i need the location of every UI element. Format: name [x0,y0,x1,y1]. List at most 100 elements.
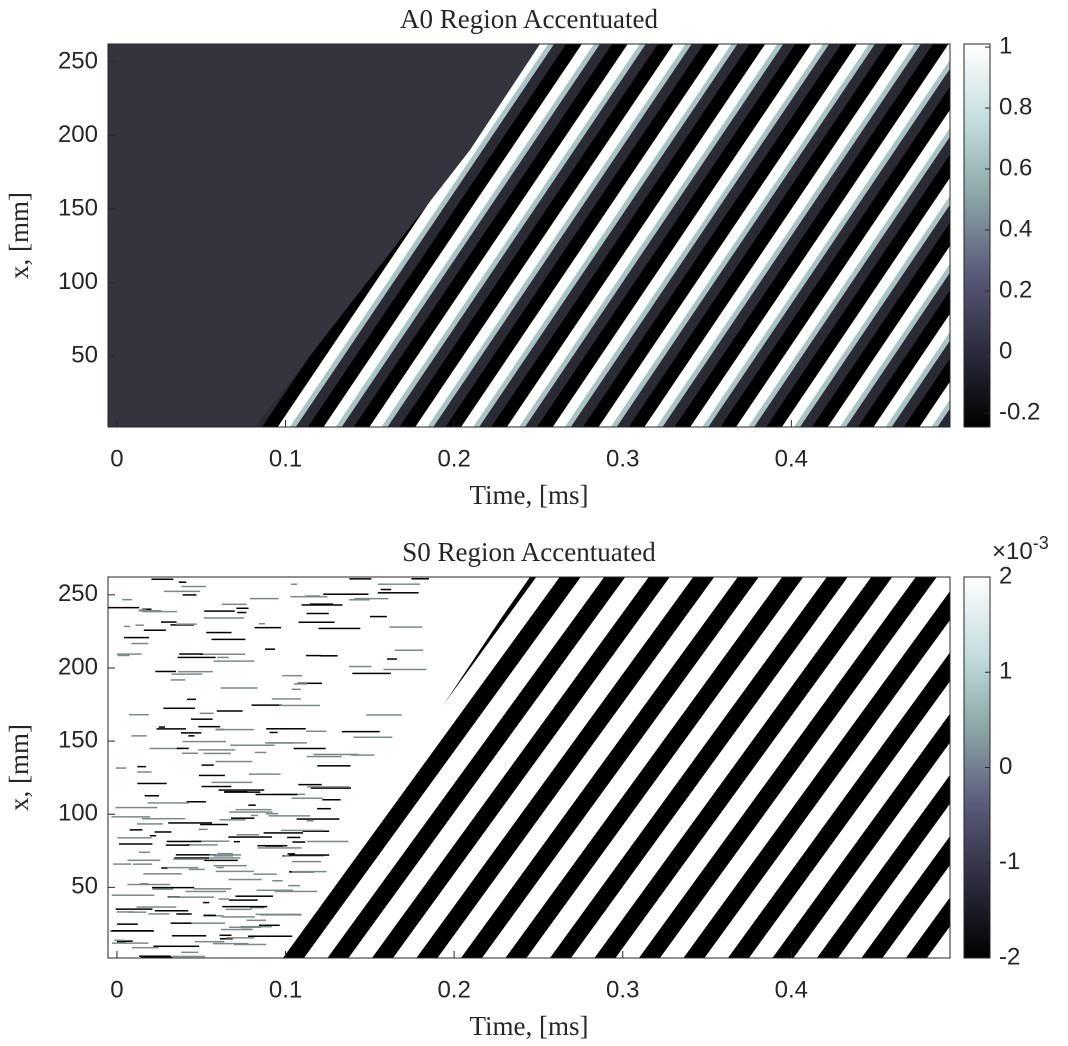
heatmap-noise [268,815,310,817]
heatmap-noise [119,843,153,845]
heatmap-noise [111,942,149,944]
heatmap-noise [122,598,132,601]
heatmap-noise [188,868,205,871]
heatmap-noise [235,895,273,897]
heatmap-noise [141,817,186,820]
y-tick-label: 150 [58,726,98,753]
heatmap-noise [257,847,302,849]
heatmap-noise [131,735,147,737]
heatmap-noise [158,726,166,728]
heatmap-noise [313,753,359,756]
heatmap-noise [152,886,195,889]
heatmap-noise [191,718,213,720]
heatmap-noise [287,853,295,855]
heatmap-noise [115,806,158,809]
heatmap-noise [131,642,149,645]
heatmap-noise [191,840,230,842]
heatmap-noise [217,852,233,855]
heatmap-noise [108,606,140,609]
heatmap-noise [119,940,133,942]
x-tick-label: 0 [110,976,123,1003]
heatmap-noise [168,822,213,824]
plot-frame [107,43,951,428]
heatmap-noise [291,583,298,586]
heatmap-noise [377,592,419,594]
heatmap-noise [188,735,195,737]
heatmap-noise [127,859,161,862]
y-tick-label: 100 [58,800,98,827]
heatmap-noise [156,728,187,730]
heatmap-noise [349,665,372,668]
heatmap-noise [394,649,424,651]
heatmap-noise [290,595,328,598]
heatmap-noise [178,670,213,673]
heatmap-noise [317,765,351,767]
heatmap-noise [230,817,255,819]
heatmap-noise [181,752,199,755]
heatmap-noise [149,747,182,750]
colorbar-tick-label: -0.2 [999,398,1040,425]
x-tick-label: 0.3 [606,976,639,1003]
x-axis-label: Time, [ms] [469,1011,588,1041]
heatmap-noise [179,653,204,655]
heatmap-noise [117,923,138,925]
heatmap-noise [154,910,189,912]
heatmap-noise [151,578,174,581]
colorbar-tick-label: 1 [999,32,1012,59]
heatmap-noise [222,905,268,908]
heatmap-noise [229,811,273,813]
heatmap-noise [263,832,303,834]
heatmap-noise [274,890,318,893]
heatmap-noise [305,730,327,733]
heatmap-noise [148,913,170,915]
heatmap-noise [230,744,275,746]
y-tick-label: 100 [58,268,98,295]
heatmap-noise [213,660,255,662]
heatmap-noise [143,629,166,631]
heatmap-noise [155,670,176,673]
heatmap-noise [116,911,134,913]
heatmap-noise [187,844,218,846]
heatmap-noise [306,755,342,758]
x-tick-label: 0.2 [437,445,470,472]
heatmap-noise [203,914,216,917]
heatmap-noise [281,829,324,832]
heatmap-noise [307,840,349,843]
heatmap-noise [129,829,143,831]
heatmap-noise [307,786,350,788]
heatmap-noise [152,888,174,890]
heatmap-noise [301,604,343,606]
heatmap-noise [298,783,322,786]
heatmap-noise [265,648,276,650]
heatmap-noise [353,736,393,739]
heatmap-noise [380,588,392,591]
heatmap-noise [193,888,232,890]
heatmap-noise [170,922,192,924]
heatmap-noise [249,906,265,909]
heatmap-noise [213,864,247,867]
heatmap-noise [254,626,281,629]
heatmap-noise [111,930,154,932]
colorbar-tick-label: 0.6 [999,154,1032,181]
heatmap-noise [310,787,352,789]
heatmap-noise [248,804,256,806]
heatmap-noise [272,879,283,882]
y-tick-label: 150 [58,194,98,221]
heatmap-noise [185,890,227,893]
heatmap-noise [298,621,335,624]
heatmap-noise [143,873,182,875]
heatmap-noise [235,808,272,811]
heatmap-noise [204,610,235,612]
heatmap-noise [254,751,267,754]
heatmap-noise [258,924,280,927]
heatmap-noise [211,638,246,641]
y-axis-label: x, [mm] [4,724,34,811]
heatmap-noise [253,873,277,875]
heatmap-noise [215,760,253,763]
colorbar-tick-label: 2 [999,562,1012,589]
heatmap-noise [287,836,301,839]
colorbar [963,43,991,428]
heatmap-noise [305,654,322,657]
colorbar-tick-label: -2 [999,943,1020,970]
heatmap-noise [153,945,200,948]
